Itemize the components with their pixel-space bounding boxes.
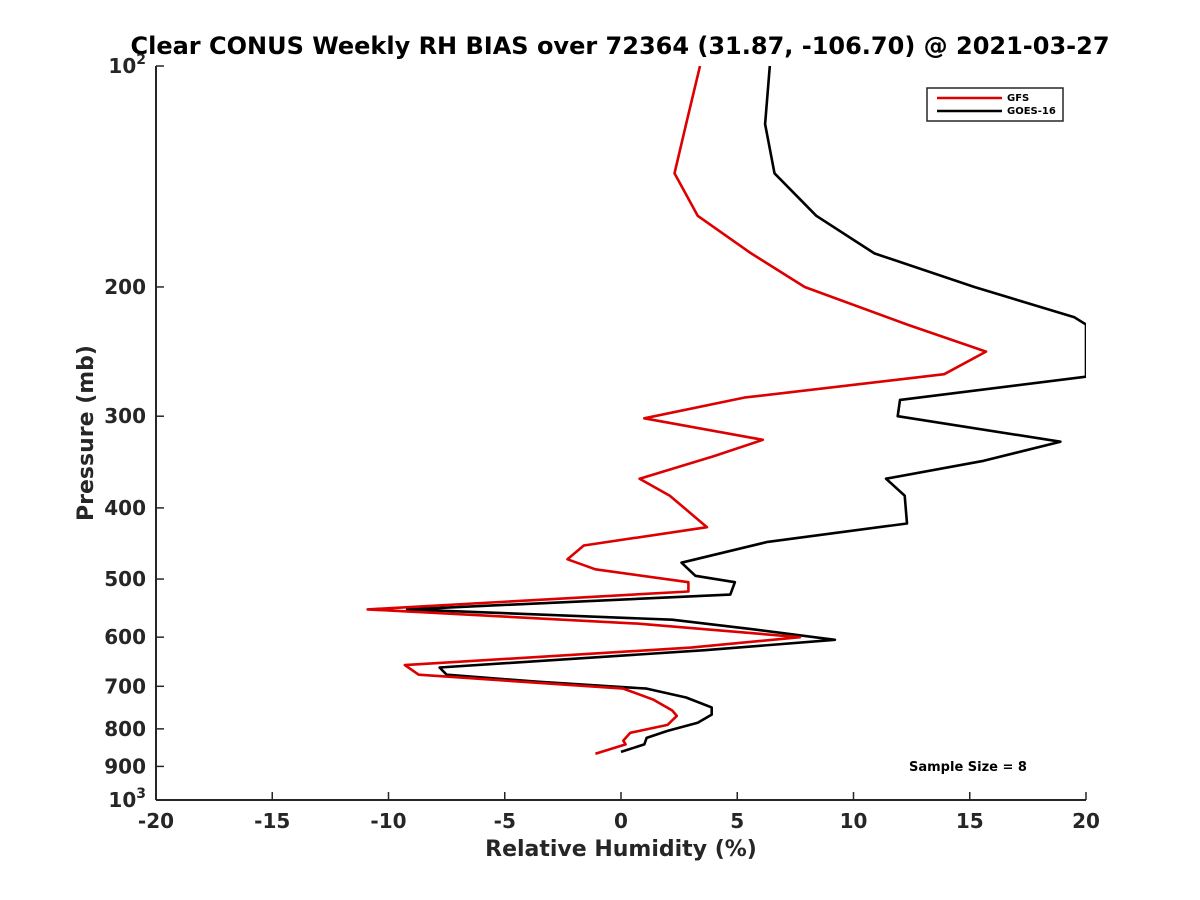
x-tick-label: 0 (614, 809, 628, 833)
sample-size-annotation: Sample Size = 8 (909, 760, 1027, 775)
x-axis-ticks: -20 -15 -10 -5 0 5 10 15 20 (138, 792, 1100, 833)
x-tick-label: 20 (1072, 809, 1100, 833)
y-tick-label: 500 (104, 567, 146, 591)
x-tick-label: 10 (840, 809, 868, 833)
x-tick-label: 5 (730, 809, 744, 833)
x-tick-label: 15 (956, 809, 984, 833)
y-tick-label: 700 (104, 674, 146, 698)
x-tick-label: -15 (254, 809, 290, 833)
x-tick-label: -20 (138, 809, 174, 833)
y-axis-label: Pressure (mb) (74, 345, 99, 521)
y-tick-label: 200 (104, 275, 146, 299)
y-tick-label: 102 (108, 52, 146, 78)
y-tick-label: 400 (104, 496, 146, 520)
legend: GFS GOES-16 (926, 87, 1064, 122)
x-tick-label: -5 (494, 809, 516, 833)
y-tick-label: 300 (104, 404, 146, 428)
chart-title: Clear CONUS Weekly RH BIAS over 72364 (3… (130, 32, 1109, 60)
y-axis-ticks: 102 200 300 400 500 600 700 800 900 103 (104, 52, 164, 812)
series-layer (366, 66, 1086, 756)
y-tick-label: 800 (104, 717, 146, 741)
x-axis-label: Relative Humidity (%) (485, 837, 757, 862)
series-line-goes16 (405, 66, 1086, 754)
x-tick-label: -10 (370, 809, 406, 833)
series-line-gfs (366, 66, 988, 756)
y-tick-label: 103 (108, 786, 146, 812)
y-tick-label: 600 (104, 625, 146, 649)
legend-box (926, 87, 1064, 122)
legend-label-gfs: GFS (1007, 93, 1029, 104)
legend-label-goes16: GOES-16 (1007, 106, 1056, 117)
y-tick-label: 900 (104, 754, 146, 778)
